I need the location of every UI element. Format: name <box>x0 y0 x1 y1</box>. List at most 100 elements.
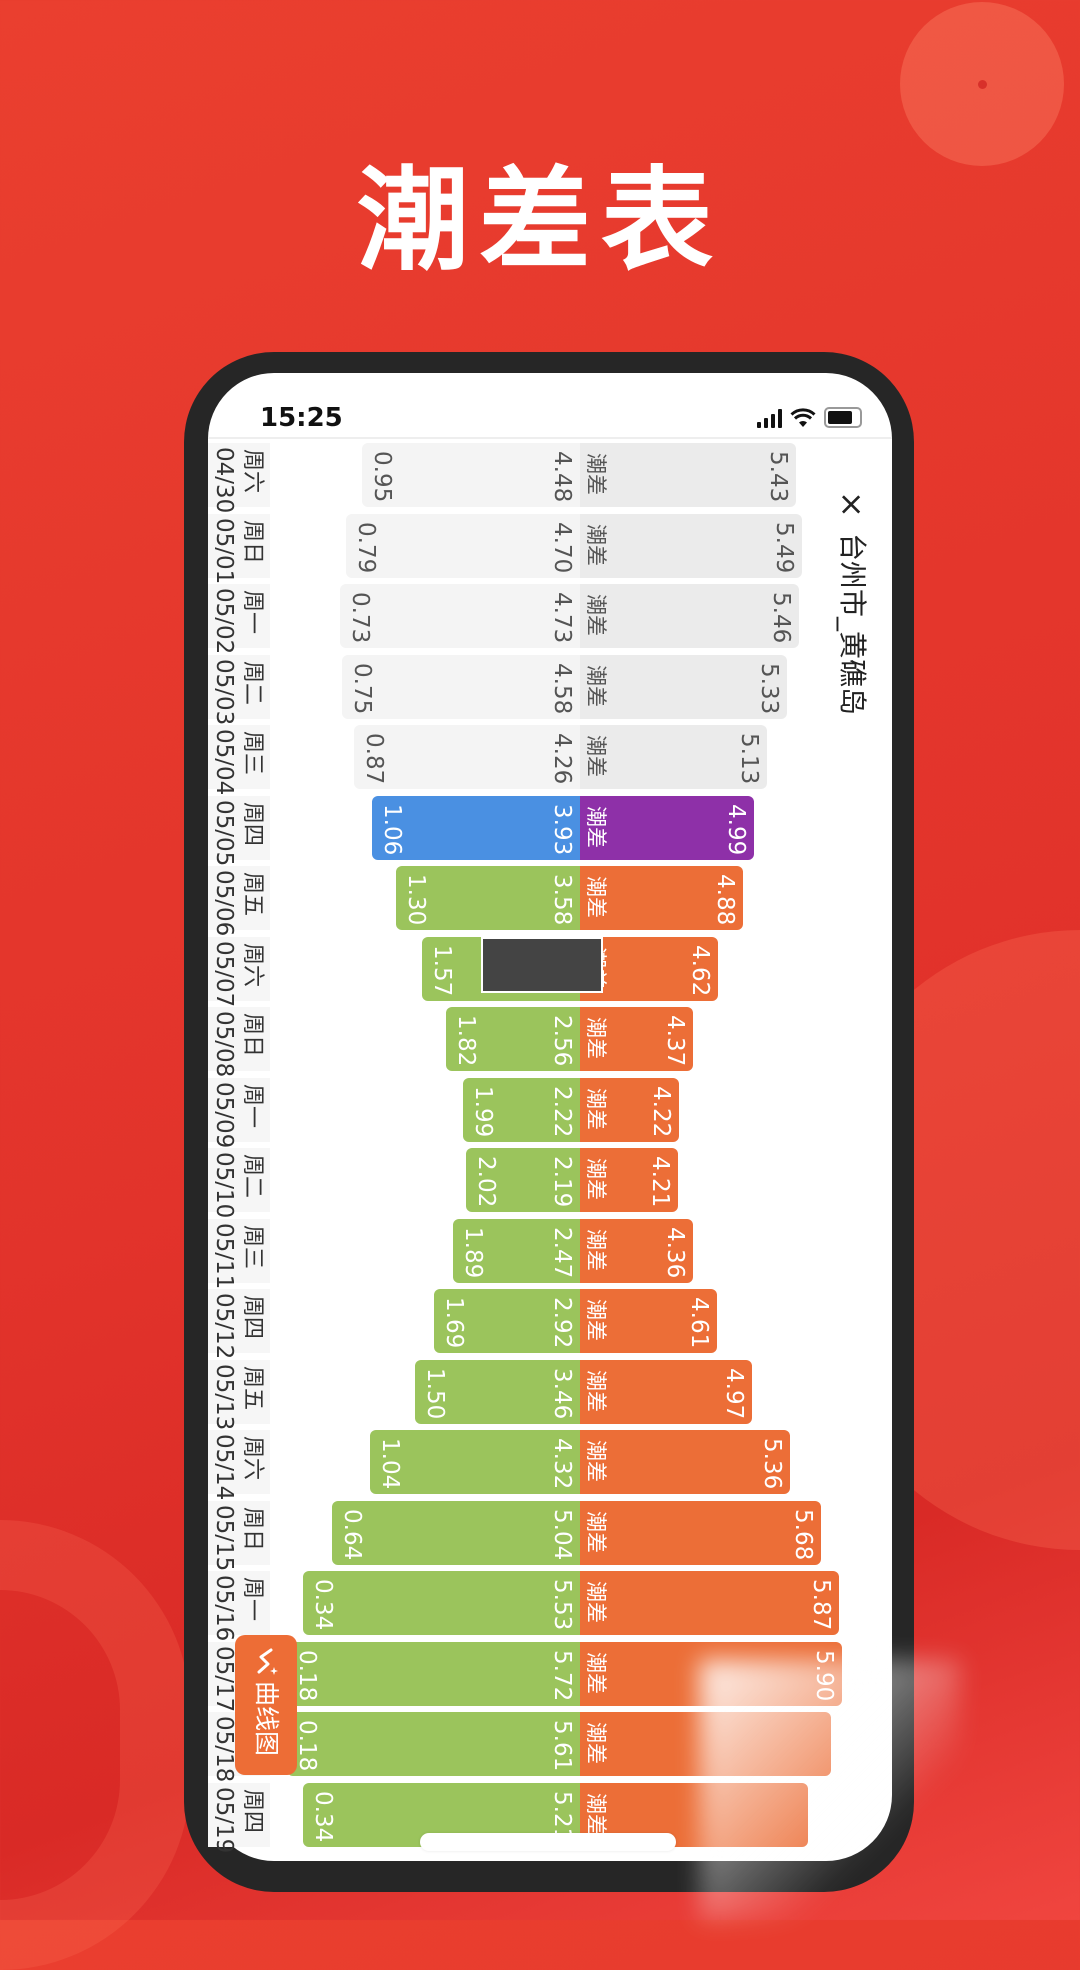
high-value: 5.87 <box>808 1579 834 1631</box>
battery-icon <box>824 407 862 428</box>
range-value: 5.04 <box>549 1508 575 1560</box>
low-value: 0.64 <box>339 1508 365 1560</box>
high-value: 5.13 <box>736 733 762 785</box>
table-row[interactable]: 05/02 周一 0.73 4.73 潮差 5.46 <box>208 584 892 654</box>
range-label: 潮差 <box>584 664 608 707</box>
low-bar <box>446 1007 580 1071</box>
low-value: 1.89 <box>460 1226 486 1278</box>
high-bar <box>580 1571 839 1635</box>
date-cell: 05/01 周日 <box>208 513 270 584</box>
table-row[interactable]: 05/14 周六 1.04 4.32 潮差 5.36 <box>208 1430 892 1500</box>
row-weekday: 周六 <box>240 449 265 494</box>
row-date: 05/05 <box>211 799 237 866</box>
table-row[interactable]: 05/13 周五 1.50 3.46 潮差 4.97 <box>208 1359 892 1430</box>
table-row[interactable]: 05/16 周一 0.34 5.53 潮差 5.87 <box>208 1571 892 1641</box>
low-value: 1.04 <box>377 1438 403 1490</box>
curve-chart-button[interactable]: 曲线图 <box>235 1635 297 1775</box>
low-value: 0.79 <box>353 521 379 573</box>
row-date: 05/14 <box>211 1434 237 1501</box>
range-label: 潮差 <box>584 1581 608 1623</box>
table-row[interactable]: 05/05 周四 1.06 3.93 潮差 4.99 <box>208 795 892 866</box>
high-bar <box>580 584 799 648</box>
row-weekday: 周六 <box>240 1436 265 1481</box>
row-weekday: 周二 <box>240 660 265 705</box>
date-cell: 05/14 周六 <box>208 1430 270 1500</box>
low-value: 0.34 <box>310 1579 336 1631</box>
low-bar <box>346 513 580 578</box>
date-cell: 05/08 周日 <box>208 1007 270 1077</box>
range-value: 2.19 <box>549 1156 575 1208</box>
high-bar <box>580 866 743 930</box>
high-value: 4.21 <box>647 1156 673 1208</box>
date-cell: 05/19 周四 <box>208 1782 270 1853</box>
row-date: 05/06 <box>211 870 237 937</box>
table-row[interactable]: 05/15 周日 0.64 5.04 潮差 5.68 <box>208 1500 892 1571</box>
low-bar <box>463 1077 580 1142</box>
low-bar <box>396 866 580 930</box>
high-bar <box>580 1289 717 1353</box>
table-row[interactable]: 05/09 周一 1.99 2.22 潮差 4.22 <box>208 1077 892 1148</box>
range-label: 潮差 <box>584 805 608 848</box>
high-bar <box>580 936 718 1001</box>
table-row[interactable]: 05/10 周二 2.02 2.19 潮差 4.21 <box>208 1148 892 1218</box>
table-row[interactable]: 05/12 周四 1.69 2.92 潮差 4.61 <box>208 1289 892 1359</box>
table-row[interactable]: 05/04 周三 0.87 4.26 潮差 5.13 <box>208 725 892 795</box>
low-bar <box>370 1430 580 1494</box>
high-value: 5.43 <box>765 451 791 503</box>
table-row[interactable]: 04/30 周六 0.95 4.48 潮差 5.43 <box>208 443 892 513</box>
date-cell: 05/16 周一 <box>208 1571 270 1641</box>
row-date: 05/17 <box>211 1645 237 1712</box>
low-value: 0.18 <box>294 1720 320 1772</box>
high-value: 4.22 <box>648 1085 674 1137</box>
date-cell: 05/15 周日 <box>208 1500 270 1571</box>
divider <box>208 437 892 439</box>
low-value: 0.95 <box>369 451 395 503</box>
high-value: 5.68 <box>790 1508 816 1560</box>
range-label: 潮差 <box>584 1510 608 1553</box>
table-row[interactable]: 05/03 周二 0.75 4.58 潮差 5.33 <box>208 654 892 725</box>
range-label: 潮差 <box>584 1087 608 1130</box>
low-value: 1.69 <box>441 1297 467 1349</box>
range-label: 潮差 <box>584 876 608 918</box>
low-value: 0.87 <box>361 733 387 785</box>
range-label: 潮差 <box>584 523 608 566</box>
table-row[interactable]: 05/01 周日 0.79 4.70 潮差 5.49 <box>208 513 892 584</box>
range-label: 潮差 <box>584 594 608 636</box>
table-row[interactable]: 05/06 周五 1.30 3.58 潮差 4.88 <box>208 866 892 936</box>
high-bar <box>580 1359 752 1424</box>
low-bar <box>362 443 580 507</box>
row-date: 05/04 <box>211 729 237 796</box>
date-cell: 05/05 周四 <box>208 795 270 866</box>
high-bar <box>580 1430 790 1494</box>
row-date: 05/18 <box>211 1716 237 1783</box>
range-value: 3.58 <box>549 874 575 926</box>
row-weekday: 周五 <box>240 872 265 917</box>
low-value: 0.34 <box>310 1790 336 1842</box>
low-bar <box>303 1571 580 1635</box>
table-row[interactable]: 05/11 周三 1.89 2.47 潮差 4.36 <box>208 1218 892 1289</box>
high-bar <box>580 1077 679 1142</box>
table-row[interactable]: 05/08 周日 1.82 2.56 潮差 4.37 <box>208 1007 892 1077</box>
range-value: 2.47 <box>549 1226 575 1278</box>
low-bar <box>340 584 580 648</box>
range-label: 潮差 <box>584 735 608 777</box>
low-bar <box>415 1359 580 1424</box>
date-cell: 05/06 周五 <box>208 866 270 936</box>
high-value: 5.49 <box>771 521 797 573</box>
range-value: 4.70 <box>549 521 575 573</box>
close-icon[interactable]: × <box>833 491 871 518</box>
high-bar <box>580 1218 693 1283</box>
row-weekday: 周日 <box>240 1013 265 1058</box>
decor-ring <box>0 1520 190 1970</box>
row-weekday: 周一 <box>240 1577 265 1622</box>
high-value: 5.33 <box>756 662 782 714</box>
date-cell: 05/11 周三 <box>208 1218 270 1289</box>
high-value: 4.61 <box>686 1297 712 1349</box>
row-weekday: 周六 <box>240 942 265 987</box>
low-value: 1.57 <box>429 944 455 996</box>
low-bar <box>342 654 580 719</box>
range-label: 潮差 <box>584 453 608 495</box>
home-indicator <box>420 1833 676 1851</box>
row-date: 04/30 <box>211 447 237 514</box>
range-label: 潮差 <box>584 1158 608 1200</box>
